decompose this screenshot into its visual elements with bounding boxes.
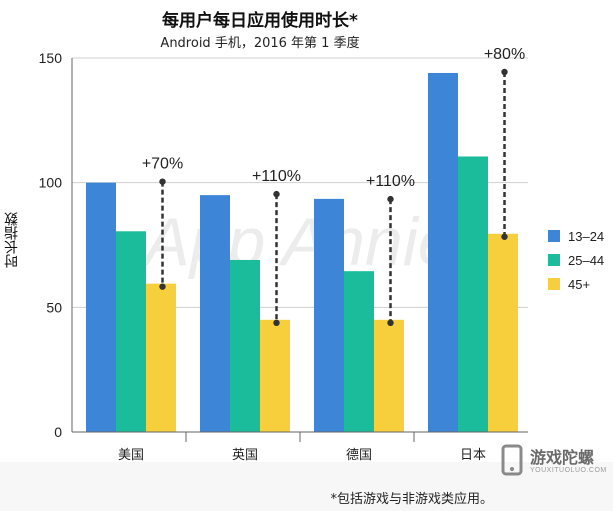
bar bbox=[116, 231, 146, 432]
legend-swatch bbox=[548, 278, 560, 290]
annotation-label: +70% bbox=[142, 156, 183, 173]
legend-item: 25–44 bbox=[548, 248, 604, 272]
x-tick-label: 德国 bbox=[346, 447, 372, 462]
annotation-label: +110% bbox=[252, 168, 301, 185]
annotation-dot bbox=[501, 233, 508, 240]
annotation-label: +110% bbox=[366, 173, 415, 190]
bar bbox=[344, 271, 374, 432]
annotation-dot bbox=[273, 190, 280, 198]
bar bbox=[428, 72, 458, 433]
annotation-dot bbox=[387, 195, 394, 203]
legend-label: 13–24 bbox=[568, 228, 605, 244]
legend-item: 45+ bbox=[548, 272, 604, 296]
y-tick-label: 50 bbox=[46, 299, 62, 315]
logo-name: 游戏陀螺 bbox=[530, 447, 595, 467]
bar bbox=[146, 283, 176, 432]
x-tick-label: 日本 bbox=[460, 447, 486, 462]
bar bbox=[458, 156, 488, 432]
watermark: App Annie bbox=[140, 204, 455, 280]
legend-label: 45+ bbox=[568, 276, 591, 292]
legend-swatch bbox=[548, 254, 560, 266]
annotation-label: +80% bbox=[484, 46, 525, 63]
legend-label: 25–44 bbox=[568, 252, 605, 268]
x-tick-label: 英国 bbox=[232, 447, 258, 462]
bar bbox=[374, 319, 404, 432]
footnote: *包括游戏与非游戏类应用。 bbox=[330, 492, 493, 507]
phone-logo-icon bbox=[501, 444, 523, 476]
annotation-dot bbox=[273, 319, 280, 326]
y-tick-label: 0 bbox=[54, 424, 62, 440]
y-axis-label: 时长指数 bbox=[4, 212, 20, 268]
annotation-dot bbox=[159, 178, 166, 185]
site-logo: 游戏陀螺 YOUXITUOLUO.COM bbox=[500, 444, 607, 478]
y-tick-label: 150 bbox=[39, 50, 63, 66]
bar bbox=[260, 319, 290, 432]
chart-title: 每用户每日应用使用时长* bbox=[162, 11, 358, 31]
chart-subtitle: Android 手机，2016 年第 1 季度 bbox=[160, 36, 360, 51]
legend-swatch bbox=[548, 230, 560, 242]
bar bbox=[86, 182, 116, 432]
x-tick-label: 美国 bbox=[118, 447, 144, 462]
logo-sub: YOUXITUOLUO.COM bbox=[530, 466, 607, 474]
annotation-dot bbox=[387, 319, 394, 326]
bar bbox=[488, 233, 518, 432]
y-tick-label: 100 bbox=[39, 175, 63, 191]
bar bbox=[230, 259, 260, 432]
bar bbox=[314, 198, 344, 432]
bar bbox=[200, 195, 230, 432]
legend: 13–24 25–44 45+ bbox=[548, 224, 604, 296]
annotation-dot bbox=[159, 283, 166, 290]
legend-item: 13–24 bbox=[548, 224, 604, 248]
annotation-dot bbox=[501, 68, 508, 76]
